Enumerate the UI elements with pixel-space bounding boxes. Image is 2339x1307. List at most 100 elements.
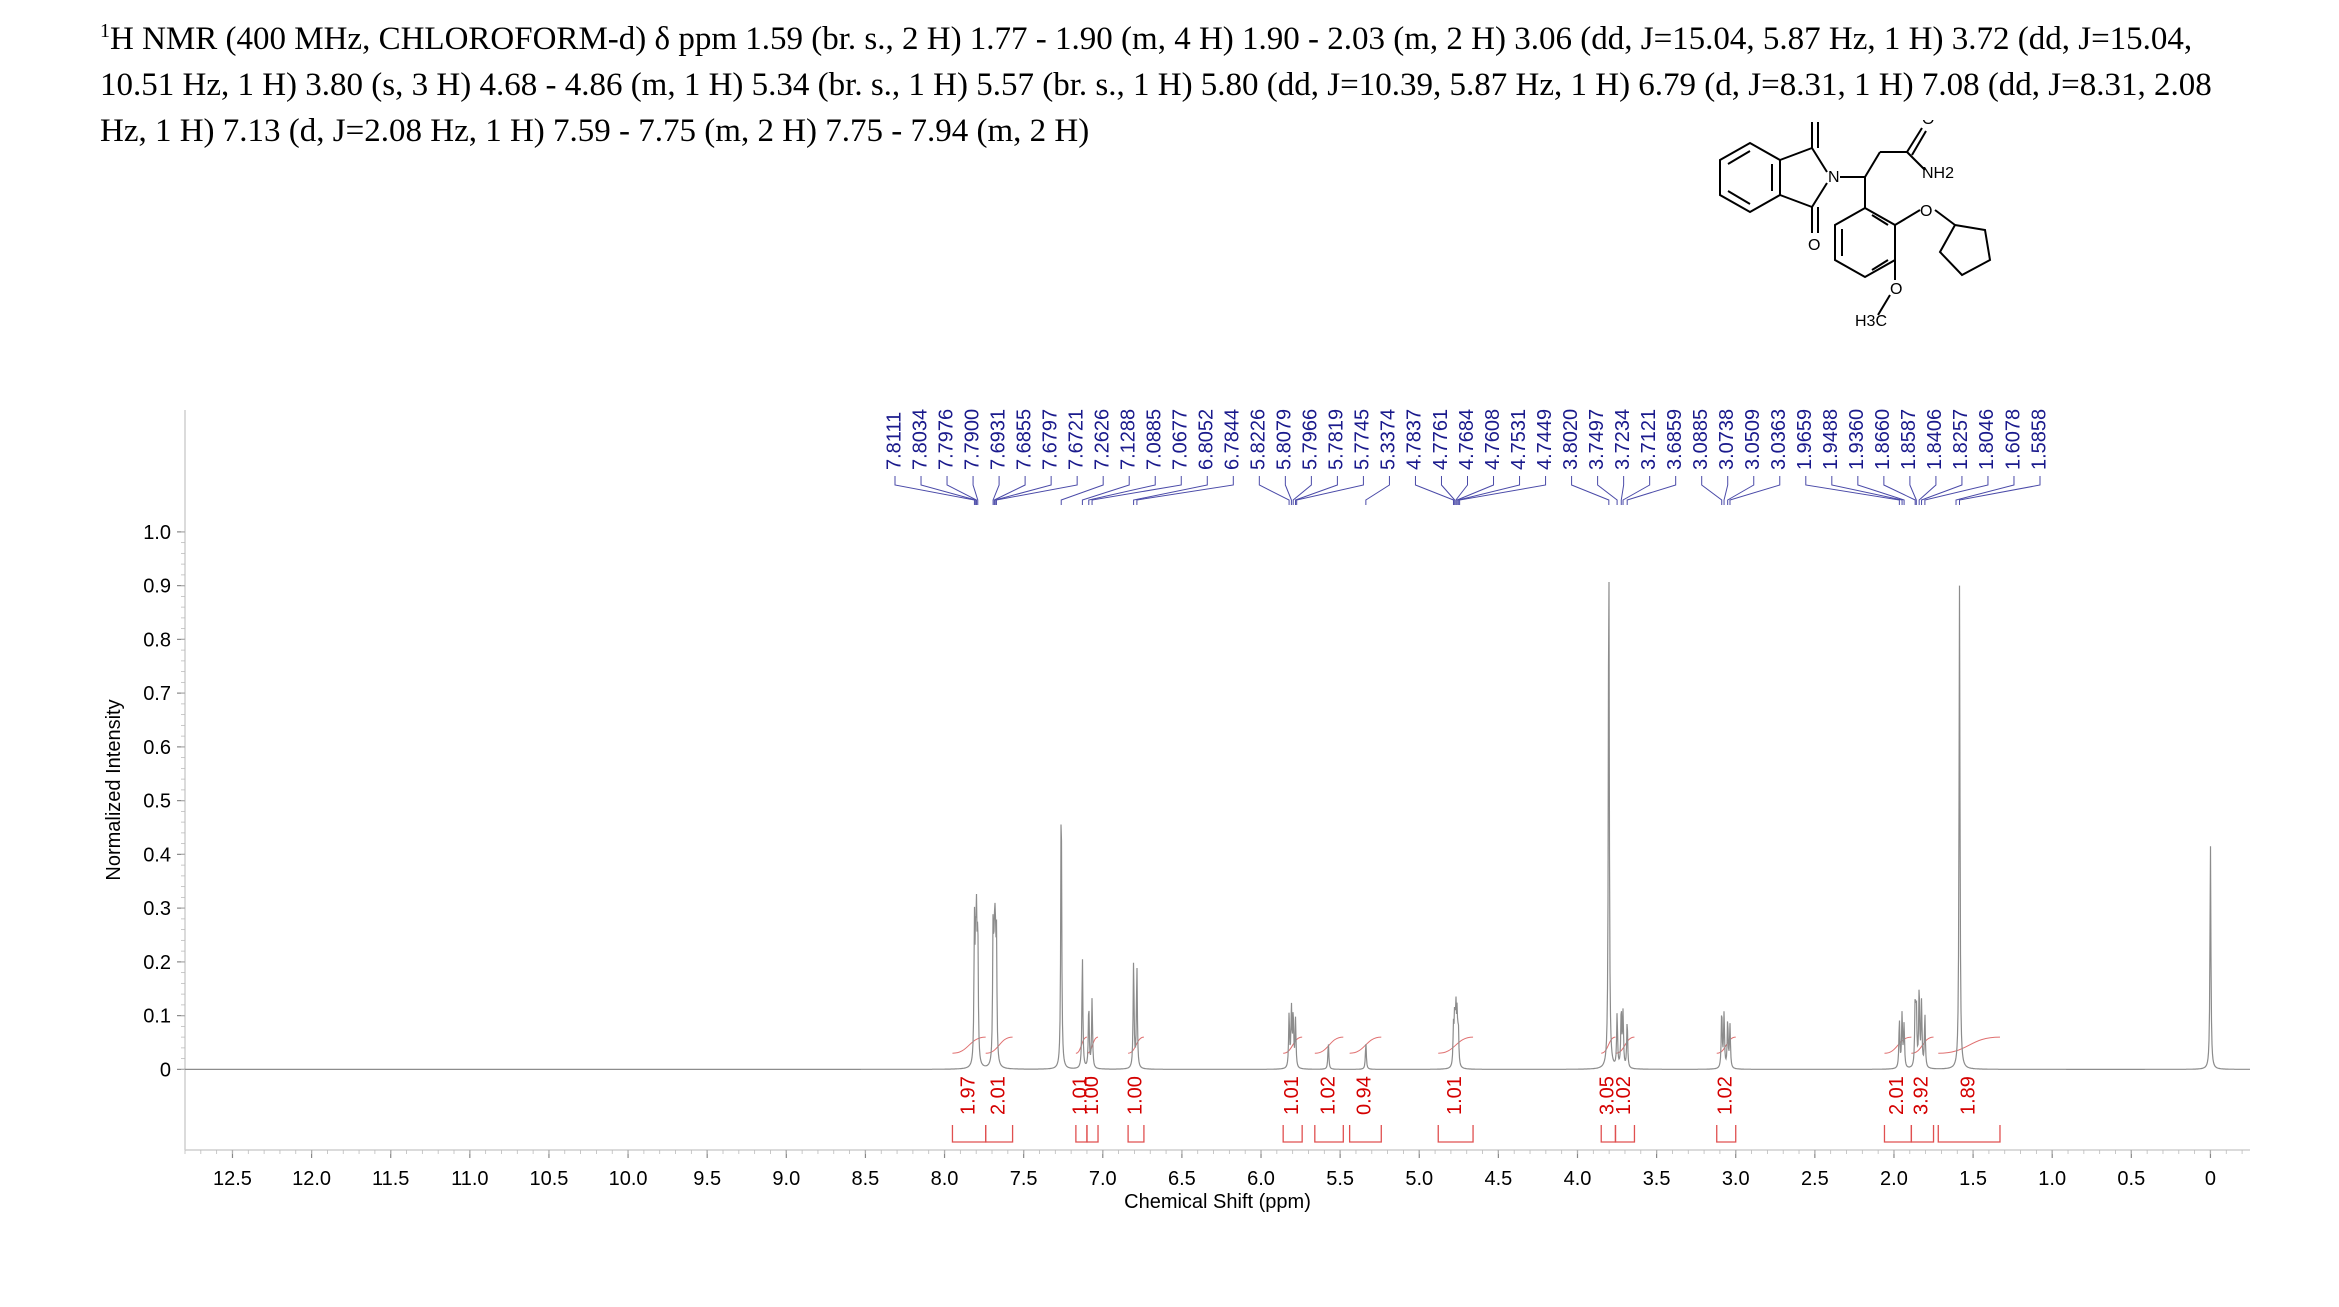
peak-label: 1.5858	[2028, 409, 2050, 470]
peak-label: 3.0885	[1690, 409, 1712, 470]
peak-connector	[1727, 476, 1755, 505]
integral-bracket	[985, 1125, 1014, 1143]
peak-connector	[1921, 476, 1963, 505]
cyclopentyl-ring	[1938, 223, 1992, 277]
peak-label: 4.7531	[1508, 409, 1530, 470]
peak-connector	[1571, 476, 1610, 505]
x-tick-label: 11.0	[451, 1168, 488, 1190]
peak-label: 5.7966	[1300, 409, 1322, 470]
x-tick-label: 9.0	[772, 1168, 800, 1190]
integral-label: 1.02	[1613, 1076, 1635, 1115]
svg-text:O: O	[1922, 120, 1934, 128]
x-tick-label: 3.0	[1722, 1168, 1750, 1190]
integral-label: 1.01	[1070, 1076, 1092, 1115]
integral-curve	[985, 1036, 1013, 1054]
integral-label: 1.89	[1957, 1076, 1979, 1115]
peak-connector	[1133, 476, 1208, 505]
peak-connector	[1857, 476, 1905, 505]
integral-bracket	[1614, 1125, 1636, 1143]
integral-label: 1.02	[1715, 1076, 1737, 1115]
integral-label: 1.01	[1444, 1076, 1466, 1115]
integral-label: 3.92	[1911, 1076, 1933, 1115]
integral-label: 1.00	[1124, 1076, 1146, 1115]
peak-connector	[1909, 476, 1917, 505]
integral-label: 2.01	[987, 1076, 1009, 1115]
peak-label: 1.9360	[1846, 409, 1868, 470]
peak-label: 1.9488	[1820, 409, 1842, 470]
peak-label: 7.0885	[1144, 409, 1166, 470]
peak-connector	[1597, 476, 1618, 505]
integral-bracket	[1600, 1125, 1617, 1143]
peak-label: 7.6855	[1013, 409, 1035, 470]
integral-bracket	[951, 1125, 987, 1143]
y-tick-label: 0.6	[143, 737, 171, 759]
peak-label: 3.8020	[1560, 409, 1582, 470]
integral-curve	[1438, 1036, 1474, 1054]
spectrum-trace	[185, 581, 2250, 1070]
peak-label: 7.7900	[961, 409, 983, 470]
integral-bracket	[1282, 1125, 1303, 1143]
peak-connector	[1414, 476, 1454, 505]
x-tick-label: 12.5	[213, 1168, 252, 1190]
y-tick-label: 0.4	[143, 844, 171, 866]
chemical-structure: O O N O NH2 O O H3C	[1719, 120, 1992, 330]
y-axis-label: Normalized Intensity	[103, 699, 125, 880]
peak-label: 5.8079	[1274, 409, 1296, 470]
peak-connector	[994, 476, 1052, 505]
peak-connector	[920, 476, 977, 505]
integral-bracket	[1883, 1125, 1913, 1143]
peak-connector	[1959, 476, 2041, 505]
spectrum-line	[185, 581, 2250, 1070]
peak-connector	[1091, 476, 1182, 505]
peak-connector	[1918, 476, 1937, 505]
peak-label: 1.8587	[1898, 409, 1920, 470]
integral-bracket	[1127, 1125, 1145, 1143]
imide-ring	[1779, 122, 1927, 233]
peak-label: 1.8660	[1872, 409, 1894, 470]
peak-label: 7.7976	[935, 409, 957, 470]
x-tick-label: 6.0	[1247, 1168, 1275, 1190]
x-tick-label: 4.5	[1484, 1168, 1512, 1190]
peak-label: 1.8046	[1976, 409, 1998, 470]
peak-connector	[1831, 476, 1903, 505]
x-tick-label: 4.0	[1564, 1168, 1592, 1190]
nucleus-superscript: 1	[100, 20, 110, 42]
peak-label: 4.7449	[1534, 409, 1556, 470]
integral-curve	[1938, 1036, 2000, 1054]
peak-connector	[993, 476, 1026, 505]
x-tick-label: 12.0	[292, 1168, 331, 1190]
peak-label: 3.0509	[1742, 409, 1764, 470]
peak-label: 3.6859	[1664, 409, 1686, 470]
peak-connector	[1284, 476, 1292, 505]
peak-label: 1.8257	[1950, 409, 1972, 470]
peak-connector	[995, 476, 1078, 505]
aryl-ring	[1834, 206, 1956, 316]
integral-curve	[1884, 1036, 1912, 1054]
x-tick-label: 8.5	[852, 1168, 880, 1190]
atom-labels: O O N O NH2 O O H3C	[1808, 120, 1954, 330]
svg-text:N: N	[1828, 169, 1840, 186]
peak-label: 4.7761	[1430, 409, 1452, 470]
svg-text:O: O	[1808, 237, 1820, 254]
y-tick-label: 0.5	[143, 791, 171, 813]
x-tick-label: 10.5	[529, 1168, 568, 1190]
peak-connector	[1723, 476, 1729, 505]
peak-label: 7.0677	[1170, 409, 1192, 470]
peak-connector	[1457, 476, 1521, 505]
peak-connector	[1292, 476, 1312, 505]
peak-label: 3.0738	[1716, 409, 1738, 470]
x-tick-label: 1.0	[2038, 1168, 2066, 1190]
x-tick-label: 3.5	[1643, 1168, 1671, 1190]
x-tick-label: 7.5	[1010, 1168, 1038, 1190]
peak-connector	[1459, 476, 1547, 505]
peak-label: 5.7745	[1352, 409, 1374, 470]
peak-connector	[1258, 476, 1290, 505]
peak-label: 5.8226	[1248, 409, 1270, 470]
svg-text:O: O	[1890, 281, 1902, 298]
peak-connector	[972, 476, 979, 505]
peak-label: 1.9659	[1794, 409, 1816, 470]
peak-connector	[1088, 476, 1156, 505]
x-tick-label: 7.0	[1089, 1168, 1117, 1190]
integral-curve	[1601, 1036, 1616, 1054]
x-tick-label: 11.5	[372, 1168, 409, 1190]
